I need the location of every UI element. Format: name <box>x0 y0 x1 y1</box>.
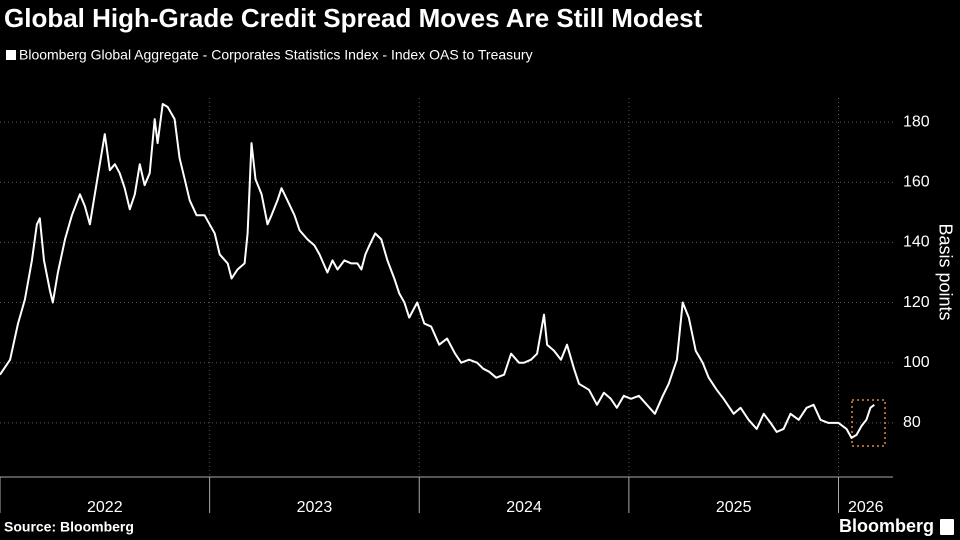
legend-swatch <box>6 50 16 60</box>
y-tick-label: 160 <box>903 173 930 190</box>
y-tick-label: 120 <box>903 294 930 311</box>
y-tick-label: 180 <box>903 113 930 130</box>
series-line <box>0 103 875 439</box>
x-tick-label: 2023 <box>297 499 333 516</box>
brand: Bloomberg <box>839 516 934 536</box>
y-tick-label: 80 <box>903 414 921 431</box>
highlight-box <box>851 399 886 447</box>
y-tick-label: 100 <box>903 354 930 371</box>
x-tick-label: 2024 <box>506 499 542 516</box>
x-tick-label: 2026 <box>848 499 884 516</box>
y-axis-label: Basis points <box>935 223 955 320</box>
brand-icon <box>940 519 954 535</box>
legend-label: Bloomberg Global Aggregate - Corporates … <box>19 47 533 63</box>
y-tick-label: 140 <box>903 234 930 251</box>
x-tick-label: 2025 <box>716 499 752 516</box>
x-tick-label: 2022 <box>87 499 123 516</box>
source: Source: Bloomberg <box>4 519 134 535</box>
chart-title: Global High-Grade Credit Spread Moves Ar… <box>4 3 703 33</box>
